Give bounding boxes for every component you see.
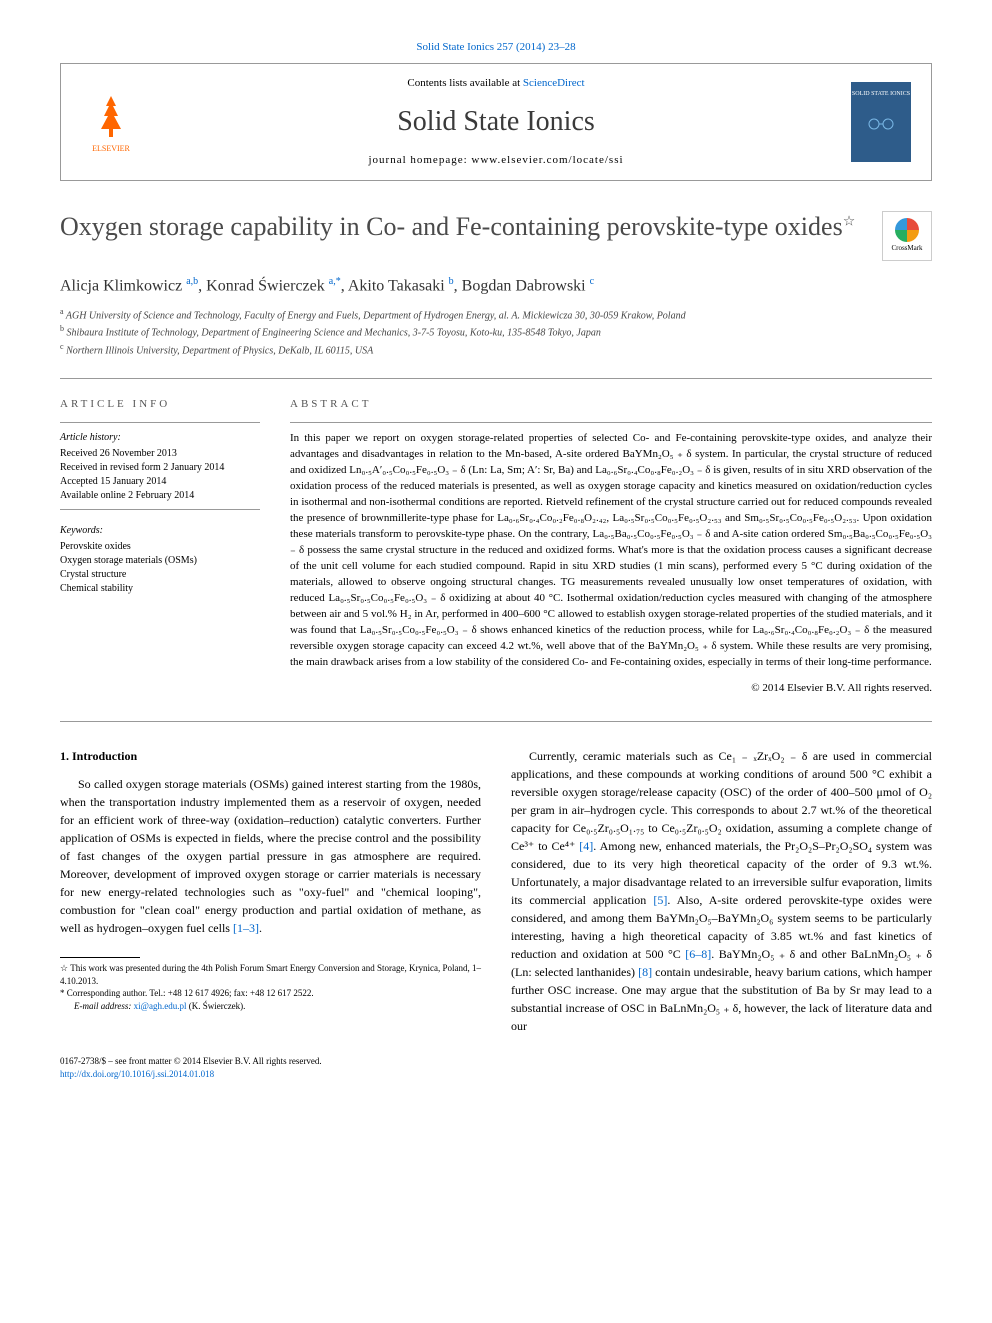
author-affiliation-sup: c	[590, 276, 594, 287]
body-column-left: 1. Introduction So called oxygen storage…	[60, 747, 481, 1035]
footnote-star-icon: ☆	[60, 963, 70, 973]
intro-paragraph-1: So called oxygen storage materials (OSMs…	[60, 775, 481, 937]
cover-graphic-icon	[866, 114, 896, 134]
elsevier-label: ELSEVIER	[92, 143, 130, 154]
header-center: Contents lists available at ScienceDirec…	[141, 76, 851, 168]
body-column-right: Currently, ceramic materials such as Ce₁…	[511, 747, 932, 1035]
abstract-heading: ABSTRACT	[290, 397, 932, 412]
author-name: Bogdan Dabrowski	[462, 278, 590, 295]
reference-link[interactable]: [6–8]	[685, 947, 711, 961]
history-item: Received in revised form 2 January 2014	[60, 461, 260, 475]
history-item: Received 26 November 2013	[60, 447, 260, 461]
author-name: Alicja Klimkowicz	[60, 278, 186, 295]
sciencedirect-link[interactable]: ScienceDirect	[523, 77, 585, 89]
journal-homepage: journal homepage: www.elsevier.com/locat…	[141, 153, 851, 168]
footnote-email: E-mail address: xi@agh.edu.pl (K. Świerc…	[60, 1000, 481, 1013]
keyword-item: Crystal structure	[60, 568, 260, 582]
reference-link[interactable]: [5]	[653, 893, 667, 907]
crossmark-label: CrossMark	[891, 244, 922, 254]
footnote-asterisk-icon: *	[60, 988, 67, 998]
info-divider	[60, 509, 260, 510]
info-divider	[290, 422, 932, 423]
contents-available: Contents lists available at ScienceDirec…	[141, 76, 851, 91]
keyword-item: Oxygen storage materials (OSMs)	[60, 554, 260, 568]
author-affiliation-sup: b	[449, 276, 454, 287]
footnote-divider	[60, 957, 140, 958]
keyword-item: Chemical stability	[60, 582, 260, 596]
page-footer: 0167-2738/$ – see front matter © 2014 El…	[60, 1055, 932, 1080]
body-text-columns: 1. Introduction So called oxygen storage…	[60, 747, 932, 1035]
footnote-star-icon: ☆	[843, 215, 856, 230]
cover-title: SOLID STATE IONICS	[852, 90, 910, 98]
author-affiliation-sup: a,*	[329, 276, 341, 287]
author-name: Konrad Świerczek	[206, 278, 329, 295]
section-divider	[60, 721, 932, 722]
affiliation-item: b Shibaura Institute of Technology, Depa…	[60, 323, 932, 340]
article-header: Oxygen storage capability in Co- and Fe-…	[60, 211, 932, 358]
affiliation-list: a AGH University of Science and Technolo…	[60, 306, 932, 358]
history-label: Article history:	[60, 431, 260, 445]
crossmark-badge[interactable]: CrossMark	[882, 211, 932, 261]
reference-link[interactable]: [8]	[638, 965, 652, 979]
info-divider	[60, 422, 260, 423]
article-title: Oxygen storage capability in Co- and Fe-…	[60, 211, 882, 242]
author-name: Akito Takasaki	[348, 278, 449, 295]
journal-header-box: ELSEVIER Contents lists available at Sci…	[60, 63, 932, 181]
affiliation-item: c Northern Illinois University, Departme…	[60, 341, 932, 358]
intro-paragraph-2: Currently, ceramic materials such as Ce₁…	[511, 747, 932, 1035]
doi-link[interactable]: http://dx.doi.org/10.1016/j.ssi.2014.01.…	[60, 1069, 214, 1079]
history-item: Available online 2 February 2014	[60, 489, 260, 503]
elsevier-logo: ELSEVIER	[81, 87, 141, 157]
footnote-corresponding: * Corresponding author. Tel.: +48 12 617…	[60, 987, 481, 1000]
author-affiliation-sup: a,b	[186, 276, 198, 287]
abstract-text: In this paper we report on oxygen storag…	[290, 431, 932, 670]
copyright-line: © 2014 Elsevier B.V. All rights reserved…	[290, 681, 932, 696]
history-item: Accepted 15 January 2014	[60, 475, 260, 489]
email-link[interactable]: xi@agh.edu.pl	[134, 1001, 187, 1011]
reference-link[interactable]: [1–3]	[233, 921, 259, 935]
article-info-sidebar: ARTICLE INFO Article history: Received 2…	[60, 397, 260, 696]
journal-cover-thumbnail: SOLID STATE IONICS	[851, 82, 911, 162]
citation-header: Solid State Ionics 257 (2014) 23–28	[60, 40, 932, 55]
section-heading-intro: 1. Introduction	[60, 747, 481, 765]
author-list: Alicja Klimkowicz a,b, Konrad Świerczek …	[60, 275, 932, 298]
footer-copyright: 0167-2738/$ – see front matter © 2014 El…	[60, 1055, 932, 1068]
abstract-column: ABSTRACT In this paper we report on oxyg…	[290, 397, 932, 696]
article-info-heading: ARTICLE INFO	[60, 397, 260, 412]
keywords-label: Keywords:	[60, 524, 260, 538]
keyword-item: Perovskite oxides	[60, 540, 260, 554]
reference-link[interactable]: [4]	[579, 839, 593, 853]
journal-name: Solid State Ionics	[141, 102, 851, 141]
crossmark-icon	[895, 218, 919, 242]
section-divider	[60, 378, 932, 379]
affiliation-item: a AGH University of Science and Technolo…	[60, 306, 932, 323]
footnote-presentation: ☆ This work was presented during the 4th…	[60, 962, 481, 987]
elsevier-tree-icon	[86, 91, 136, 141]
